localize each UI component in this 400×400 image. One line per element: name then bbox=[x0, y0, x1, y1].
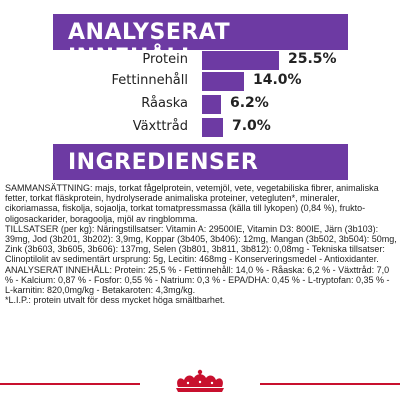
nutrient-row-protein: Protein 25.5% bbox=[0, 50, 400, 72]
nutrient-value: 6.2% bbox=[230, 95, 269, 111]
analysis-heading: ANALYSERAT INNEHÅLL bbox=[53, 14, 348, 70]
nutrient-value: 7.0% bbox=[232, 118, 271, 134]
ingredients-text: SAMMANSÄTTNING: majs, torkat fågelprotei… bbox=[5, 183, 397, 305]
footer-divider-left bbox=[0, 383, 140, 385]
analysis-heading-text: ANALYSERAT INNEHÅLL bbox=[68, 20, 231, 70]
nutrient-row-fat: Fettinnehåll 14.0% bbox=[0, 71, 400, 93]
crown-icon bbox=[176, 369, 224, 392]
additives-paragraph: TILLSATSER (per kg): Näringstillsatser: … bbox=[5, 223, 397, 265]
nutrient-label: Fettinnehåll bbox=[111, 73, 188, 88]
nutrient-label: Växttråd bbox=[132, 119, 188, 134]
nutrient-row-fiber: Växttråd 7.0% bbox=[0, 117, 400, 139]
footnote: *L.I.P.: protein utvalt för dess mycket … bbox=[5, 295, 225, 306]
nutrient-label: Protein bbox=[142, 52, 188, 67]
analysis-paragraph: ANALYSERAT INNEHÅLL: Protein: 25,5 % - F… bbox=[5, 264, 390, 296]
composition-paragraph: SAMMANSÄTTNING: majs, torkat fågelprotei… bbox=[5, 183, 379, 224]
footer-divider-right bbox=[260, 383, 400, 385]
nutrient-label: Råaska bbox=[141, 96, 188, 111]
nutrient-bar bbox=[202, 51, 279, 70]
nutrient-row-ash: Råaska 6.2% bbox=[0, 94, 400, 116]
ingredients-heading: INGREDIENSER bbox=[53, 144, 348, 180]
nutrient-value: 25.5% bbox=[288, 51, 337, 67]
nutrient-value: 14.0% bbox=[253, 72, 302, 88]
nutrient-bar bbox=[202, 95, 221, 114]
nutrient-bar bbox=[202, 72, 244, 91]
ingredients-heading-text: INGREDIENSER bbox=[68, 150, 259, 175]
nutrient-bar bbox=[202, 118, 223, 137]
